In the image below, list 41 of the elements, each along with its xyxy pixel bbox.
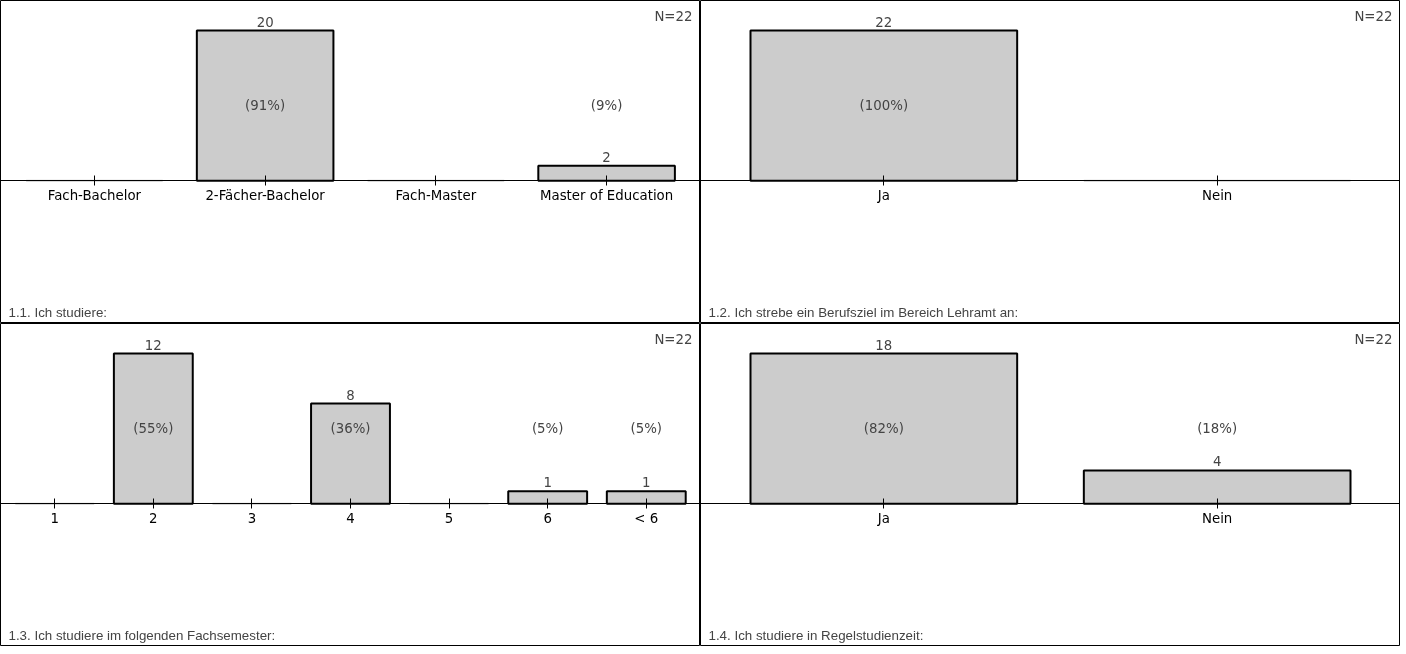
x-tick-label: 3	[247, 510, 257, 526]
x-tick-label: 1	[50, 510, 59, 526]
text: N=22	[654, 8, 693, 24]
annotation: (5%)	[531, 421, 564, 437]
text: 1.4. Ich studiere in Regelstudienzeit:	[708, 627, 924, 643]
data-label: 4	[1212, 454, 1222, 470]
annotation: (82%)	[863, 421, 904, 437]
x-tick-label: Ja	[876, 187, 890, 203]
x-tick-label: 2	[149, 510, 158, 526]
data-label: 22	[875, 14, 893, 30]
text: N=22	[1354, 8, 1393, 24]
annotation: (36%)	[330, 421, 371, 437]
x-tick-label: < 6	[634, 510, 659, 526]
text: 1.1. Ich studiere:	[8, 304, 108, 320]
text: 1.3. Ich studiere im folgenden Fachsemester:	[8, 627, 276, 643]
data-label: 8	[346, 387, 355, 403]
annotation: (9%)	[590, 98, 623, 114]
x-tick-label: Nein	[1202, 510, 1233, 526]
x-tick-label: Fach-Bachelor	[47, 187, 142, 203]
annotation: (100%)	[859, 98, 909, 114]
x-tick-label: Fach-Master	[395, 187, 477, 203]
text: N=22	[654, 331, 693, 347]
data-label: 1	[543, 475, 552, 491]
data-label: 12	[144, 337, 162, 353]
data-label: 1	[642, 475, 651, 491]
x-tick-label: Nein	[1202, 187, 1233, 203]
annotation: (55%)	[133, 421, 174, 437]
annotation: (18%)	[1197, 421, 1238, 437]
annotation: (5%)	[630, 421, 663, 437]
data-label: 18	[875, 337, 893, 353]
text: 1.2. Ich strebe ein Berufsziel im Bereich Lehramt an:	[708, 304, 1019, 320]
annotation: (91%)	[245, 98, 286, 114]
x-tick-label: Master of Education	[540, 187, 674, 203]
text: N=22	[1354, 331, 1393, 347]
data-label: 2	[602, 149, 611, 165]
x-tick-label: 6	[543, 510, 552, 526]
x-tick-label: 5	[444, 510, 454, 526]
x-tick-label: 4	[346, 510, 355, 526]
data-label: 20	[256, 14, 274, 30]
x-tick-label: 2-Fächer-Bachelor	[205, 187, 326, 203]
x-tick-label: Ja	[876, 510, 890, 526]
